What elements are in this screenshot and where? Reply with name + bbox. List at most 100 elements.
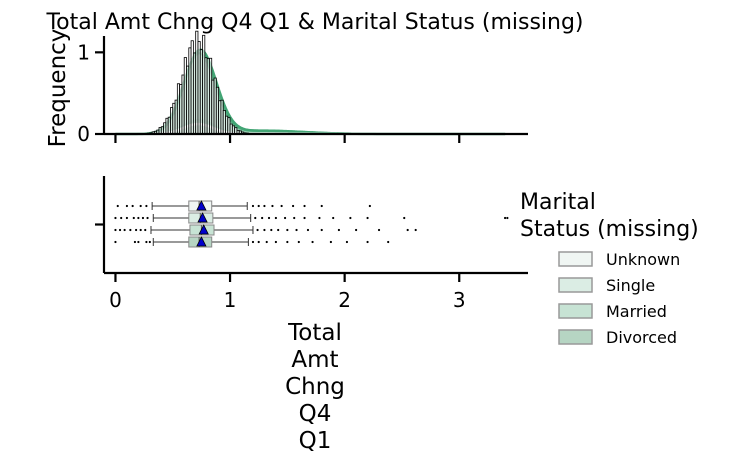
legend-entries: Unknown Single Married Divorced xyxy=(558,250,680,347)
outlier-point xyxy=(265,240,268,244)
x-tick-label: 3 xyxy=(453,288,466,312)
legend-title: Marital Status (missing) xyxy=(520,190,699,242)
outlier-point xyxy=(337,228,341,232)
outlier-point xyxy=(146,216,149,220)
outlier-point xyxy=(329,240,332,244)
legend-item-single: Single xyxy=(558,276,655,295)
outlier-point xyxy=(277,228,280,232)
outlier-point xyxy=(120,216,123,220)
outlier-point xyxy=(148,240,151,244)
legend-swatch xyxy=(558,277,593,293)
y-tick-label: 1 xyxy=(77,40,90,64)
chart-title: Total Amt Chng Q4 Q1 & Marital Status (m… xyxy=(45,10,583,35)
histogram-y-ticks: 01 xyxy=(77,40,104,146)
outlier-point xyxy=(263,204,266,208)
outlier-point xyxy=(506,216,509,220)
outlier-point xyxy=(270,228,273,232)
outlier-point xyxy=(139,228,142,232)
legend-item-divorced: Divorced xyxy=(558,328,677,347)
outlier-point xyxy=(144,228,147,232)
outlier-point xyxy=(387,240,390,244)
x-tick-label: 1 xyxy=(224,288,237,312)
outlier-point xyxy=(349,216,352,220)
legend-item-married: Married xyxy=(558,302,667,321)
boxplot-boxes xyxy=(114,200,509,248)
outlier-point xyxy=(256,228,259,232)
outlier-point xyxy=(297,240,300,244)
outlier-point xyxy=(377,228,381,232)
outlier-point xyxy=(283,216,287,220)
outlier-point xyxy=(295,228,298,232)
outlier-point xyxy=(403,216,406,220)
mean-marker xyxy=(197,212,208,223)
boxplot-unknown xyxy=(116,200,371,212)
outlier-point xyxy=(366,240,369,244)
outlier-point xyxy=(145,204,148,208)
outlier-point xyxy=(332,216,335,220)
outlier-point xyxy=(280,204,283,208)
outlier-point xyxy=(132,216,135,220)
histogram-bars xyxy=(137,30,270,135)
legend: Marital Status (missing) Unknown Single Mar… xyxy=(520,190,699,347)
outlier-point xyxy=(303,216,306,220)
outlier-point xyxy=(355,228,358,232)
outlier-point xyxy=(293,216,296,220)
x-tick-label: 0 xyxy=(109,288,122,312)
outlier-point xyxy=(114,240,117,244)
y-axis-label: Frequency xyxy=(45,29,71,148)
outlier-point xyxy=(118,228,122,232)
outlier-point xyxy=(286,228,289,232)
outlier-point xyxy=(274,216,277,220)
y-tick-label: 0 xyxy=(77,122,90,146)
outlier-point xyxy=(125,204,129,208)
legend-label: Single xyxy=(606,276,655,295)
outlier-point xyxy=(318,216,321,220)
outlier-point xyxy=(257,240,260,244)
outlier-point xyxy=(137,216,140,220)
legend-label: Married xyxy=(606,302,667,321)
outlier-point xyxy=(311,240,314,244)
outlier-point xyxy=(145,240,148,244)
outlier-point xyxy=(368,204,371,208)
outlier-point xyxy=(320,228,323,232)
outlier-point xyxy=(261,216,264,220)
boxplot-panel: 0 1 2 3 Total Amt Chng Q4 Q1 xyxy=(95,176,528,454)
legend-swatch xyxy=(558,251,593,267)
outlier-point xyxy=(414,228,417,232)
boxplot-x-ticks: 0 1 2 3 xyxy=(109,273,466,312)
outlier-point xyxy=(129,228,132,232)
mean-marker xyxy=(198,224,209,235)
outlier-point xyxy=(125,216,129,220)
outlier-point xyxy=(503,216,507,220)
outlier-point xyxy=(366,216,369,220)
outlier-point xyxy=(267,216,271,220)
outlier-point xyxy=(263,228,266,232)
legend-label: Unknown xyxy=(606,250,680,269)
x-axis-label: Total Amt Chng Q4 Q1 xyxy=(285,320,345,454)
outlier-point xyxy=(271,204,274,208)
outlier-point xyxy=(345,240,349,244)
outlier-point xyxy=(116,204,119,208)
mean-marker xyxy=(196,236,207,247)
outlier-point xyxy=(139,204,142,208)
legend-swatch xyxy=(558,303,593,319)
outlier-point xyxy=(141,216,145,220)
outlier-point xyxy=(320,204,323,208)
outlier-point xyxy=(291,204,295,208)
outlier-point xyxy=(303,204,306,208)
outlier-point xyxy=(123,228,126,232)
outlier-point xyxy=(137,240,140,244)
legend-label: Divorced xyxy=(606,328,677,347)
outlier-point xyxy=(406,228,409,232)
outlier-point xyxy=(251,240,255,244)
outlier-point xyxy=(274,240,277,244)
boxplot-single xyxy=(114,212,509,224)
outlier-point xyxy=(306,228,310,232)
mean-marker xyxy=(196,200,207,211)
boxplot-axes xyxy=(95,176,528,275)
outlier-point xyxy=(114,228,117,232)
outlier-point xyxy=(257,204,260,208)
histogram-panel: 01 Frequency xyxy=(45,29,528,148)
boxplot-divorced xyxy=(114,236,390,248)
